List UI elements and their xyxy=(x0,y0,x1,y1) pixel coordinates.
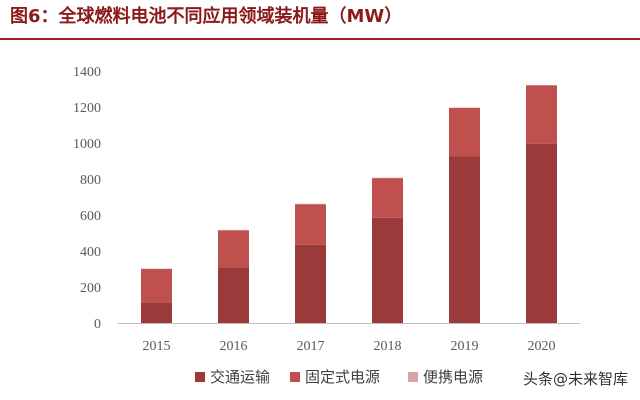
figure-title: 图6：全球燃料电池不同应用领域装机量（MW） xyxy=(10,6,403,27)
legend-swatch xyxy=(195,372,205,382)
bar-segment-stationary-2020 xyxy=(526,85,557,144)
x-tick-label: 2019 xyxy=(451,339,479,354)
y-axis: 0 200 400 600 800 1000 1200 1400 xyxy=(73,65,101,332)
legend-swatch xyxy=(408,372,418,382)
legend: 交通运输 固定式电源 便携电源 xyxy=(195,368,483,386)
y-tick-label: 800 xyxy=(80,173,101,188)
x-axis: 2015 2016 2017 2018 2019 2020 xyxy=(143,339,556,354)
bar-segment-transport-2017 xyxy=(295,244,326,323)
x-tick-label: 2017 xyxy=(297,339,325,354)
bar-segment-transport-2019 xyxy=(449,156,480,323)
bar-segment-stationary-2017 xyxy=(295,204,326,245)
bar-segment-stationary-2015 xyxy=(141,269,172,303)
y-tick-label: 1000 xyxy=(73,137,101,152)
bar-segment-stationary-2019 xyxy=(449,107,480,157)
bar-segment-transport-2018 xyxy=(372,217,403,323)
legend-label: 交通运输 xyxy=(210,368,270,386)
x-tick-label: 2020 xyxy=(528,339,556,354)
y-tick-label: 1200 xyxy=(73,101,101,116)
bar-segment-stationary-2018 xyxy=(372,178,403,218)
bar-segment-transport-2015 xyxy=(141,302,172,323)
y-tick-label: 600 xyxy=(80,209,101,224)
legend-label: 便携电源 xyxy=(423,368,483,386)
x-tick-label: 2016 xyxy=(220,339,248,354)
bar-segment-transport-2020 xyxy=(526,143,557,323)
watermark: 头条@未来智库 xyxy=(522,370,628,388)
x-tick-label: 2018 xyxy=(374,339,402,354)
y-tick-label: 1400 xyxy=(73,65,101,80)
bars xyxy=(141,85,557,323)
legend-swatch xyxy=(290,372,300,382)
y-tick-label: 400 xyxy=(80,245,101,260)
y-tick-label: 200 xyxy=(80,281,101,296)
title-divider xyxy=(0,38,640,40)
y-tick-label: 0 xyxy=(94,317,101,332)
bar-segment-transport-2016 xyxy=(218,267,249,323)
legend-label: 固定式电源 xyxy=(305,368,380,386)
x-tick-label: 2015 xyxy=(143,339,171,354)
bar-segment-stationary-2016 xyxy=(218,230,249,268)
